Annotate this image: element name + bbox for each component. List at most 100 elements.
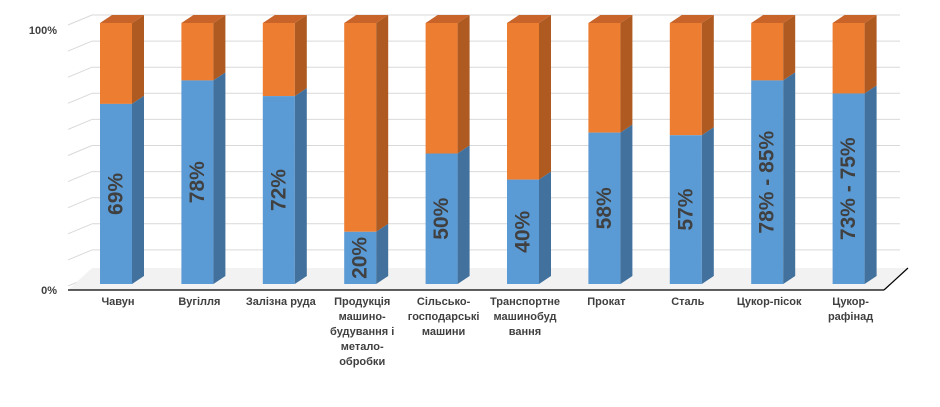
bar-remainder-front (832, 23, 865, 94)
bar-remainder-top (262, 15, 307, 23)
bar-value-side (701, 127, 714, 284)
bar-remainder (181, 15, 226, 81)
bar-value-front (181, 80, 214, 284)
bar-value-front (669, 135, 702, 284)
bar-value (507, 171, 551, 284)
category-label: Сільсько- (417, 296, 471, 308)
bar-value (751, 72, 796, 284)
bar-value-side (213, 72, 226, 284)
bar-remainder-top (588, 15, 633, 23)
gridline-slant (67, 40, 93, 52)
bar-value-side (376, 223, 389, 284)
data-label: 78% (186, 161, 209, 203)
data-label: 20% (349, 237, 372, 279)
bar-remainder-top (344, 15, 389, 23)
data-label: 40% (512, 210, 535, 252)
data-label: 58% (593, 187, 616, 229)
bar-remainder-top (507, 15, 551, 23)
category-label: машини (422, 326, 465, 338)
gridline-slant (67, 66, 93, 78)
bar-value-front (100, 103, 132, 284)
bars (100, 15, 877, 285)
bar-remainder-front (425, 23, 458, 154)
bar-value (588, 124, 633, 285)
data-label: 50% (430, 197, 453, 239)
bar-remainder-top (751, 15, 796, 23)
bar-remainder-side (783, 15, 796, 81)
gridline-slant (67, 171, 93, 183)
bar-remainder-side (701, 15, 714, 136)
bar-remainder-front (751, 23, 784, 81)
bar-remainder (344, 15, 389, 232)
category-label: машинобуд (494, 311, 557, 323)
category-label: Цукор- (832, 296, 869, 308)
bar-remainder-top (669, 15, 714, 23)
bar-remainder-side (539, 15, 551, 180)
category-label: будування і (330, 326, 394, 338)
bar-remainder (507, 15, 551, 180)
data-label: 69% (105, 173, 128, 215)
bar-remainder-front (669, 23, 702, 136)
bar-remainder (832, 15, 877, 94)
y-tick-label-min: 0% (41, 285, 57, 297)
axis-labels: 100% 0% (29, 25, 57, 297)
bar-remainder-front (262, 23, 295, 97)
bar-remainder-front (181, 23, 214, 81)
data-labels: 69% Чавун 78% Вугілля 72% Залізна руда 20% Прод… (101, 131, 873, 368)
bar-value-side (539, 171, 551, 284)
bar-value (669, 127, 714, 284)
bar-value-front (751, 80, 784, 284)
category-label: Сталь (671, 296, 704, 308)
bar-remainder (588, 15, 633, 133)
bar-remainder-side (376, 15, 389, 232)
category-label: Цукор-пісок (737, 296, 802, 308)
bar-value (344, 223, 389, 284)
gridline-slant (67, 118, 93, 130)
bar-value (100, 95, 144, 284)
bar-value (832, 85, 877, 284)
category-label: Продукція (334, 296, 390, 308)
data-label: 72% (267, 169, 290, 211)
category-label: Прокат (587, 296, 626, 308)
bar-value-front (344, 231, 377, 284)
data-label: 78% - 85% (756, 131, 779, 234)
bar-value-front (425, 153, 458, 284)
bar-value (425, 145, 470, 284)
category-label: вання (509, 326, 541, 338)
bar-value-side (294, 88, 307, 284)
bar-remainder-side (213, 15, 226, 81)
bar-remainder-side (620, 15, 633, 133)
bar-remainder-side (132, 15, 144, 104)
y-tick-label-max: 100% (29, 25, 57, 37)
gridline-slant (67, 92, 93, 104)
bar-remainder-front (507, 23, 539, 180)
gridline-slant (67, 249, 93, 261)
data-label: 57% (674, 188, 697, 230)
bar-value-side (457, 145, 470, 284)
bar-value-front (588, 132, 621, 284)
bar-remainder (100, 15, 144, 104)
bar-value-side (864, 85, 877, 284)
category-label: Залізна руда (246, 296, 317, 308)
data-label: 73% - 75% (837, 137, 860, 240)
category-label: машино- (339, 311, 386, 323)
gridline-slant (67, 145, 93, 156)
bar-remainder-front (100, 23, 132, 104)
category-label: Транспортне (490, 296, 560, 308)
bar-value-side (783, 72, 796, 284)
category-label: метало- (341, 341, 384, 353)
bar-remainder-front (588, 23, 621, 133)
bar-remainder-top (181, 15, 226, 23)
bar-remainder-side (457, 15, 470, 154)
bar-remainder-front (344, 23, 377, 232)
bar-value-front (832, 93, 865, 284)
gridline-slant (67, 14, 93, 26)
bar-remainder (425, 15, 470, 154)
bar-remainder (669, 15, 714, 136)
bar-remainder-top (100, 15, 144, 23)
bar-remainder-side (864, 15, 877, 94)
bar-remainder-top (832, 15, 877, 23)
bar-remainder-side (294, 15, 307, 97)
bar-value-side (132, 95, 144, 284)
